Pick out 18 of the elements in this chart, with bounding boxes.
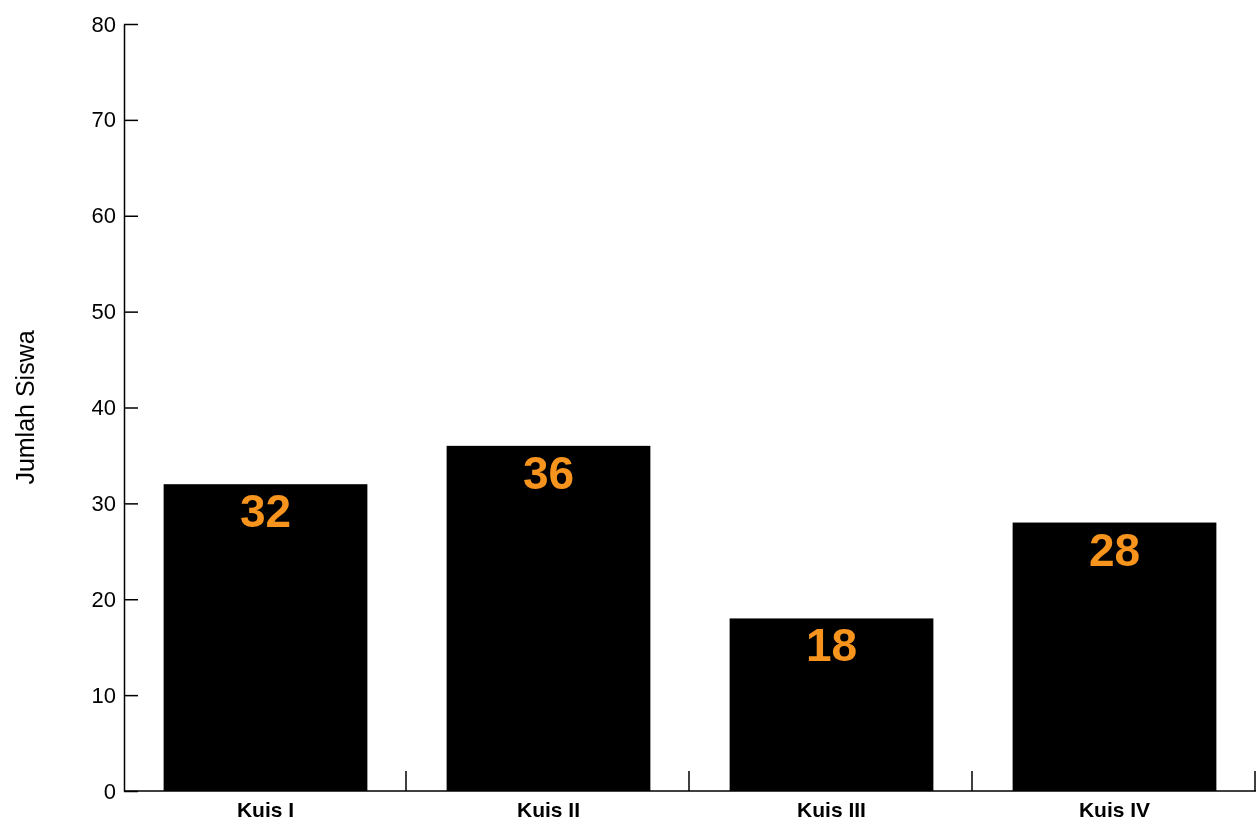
x-tick-label: Kuis II	[516, 798, 581, 821]
x-tick-label: Kuis I	[236, 798, 295, 821]
data-label: 18	[805, 619, 858, 672]
y-tick-label: 40	[91, 395, 116, 421]
x-tick-label: Kuis III	[797, 798, 866, 821]
data-label: 36	[522, 446, 575, 499]
y-axis-title: Jumlah Siswa	[11, 330, 39, 485]
data-label: 28	[1088, 523, 1141, 576]
y-tick-label: 50	[91, 299, 116, 325]
data-label: 32	[239, 485, 292, 538]
y-tick-label: 10	[91, 682, 116, 708]
y-tick-label: 80	[91, 11, 116, 37]
y-tick-label: 30	[91, 490, 116, 516]
y-tick-label: 60	[91, 203, 116, 229]
y-tick-label: 20	[91, 586, 116, 612]
x-tick-label: Kuis IV	[1078, 798, 1151, 821]
y-tick-label: 0	[103, 778, 116, 804]
y-tick-label: 70	[91, 107, 116, 133]
